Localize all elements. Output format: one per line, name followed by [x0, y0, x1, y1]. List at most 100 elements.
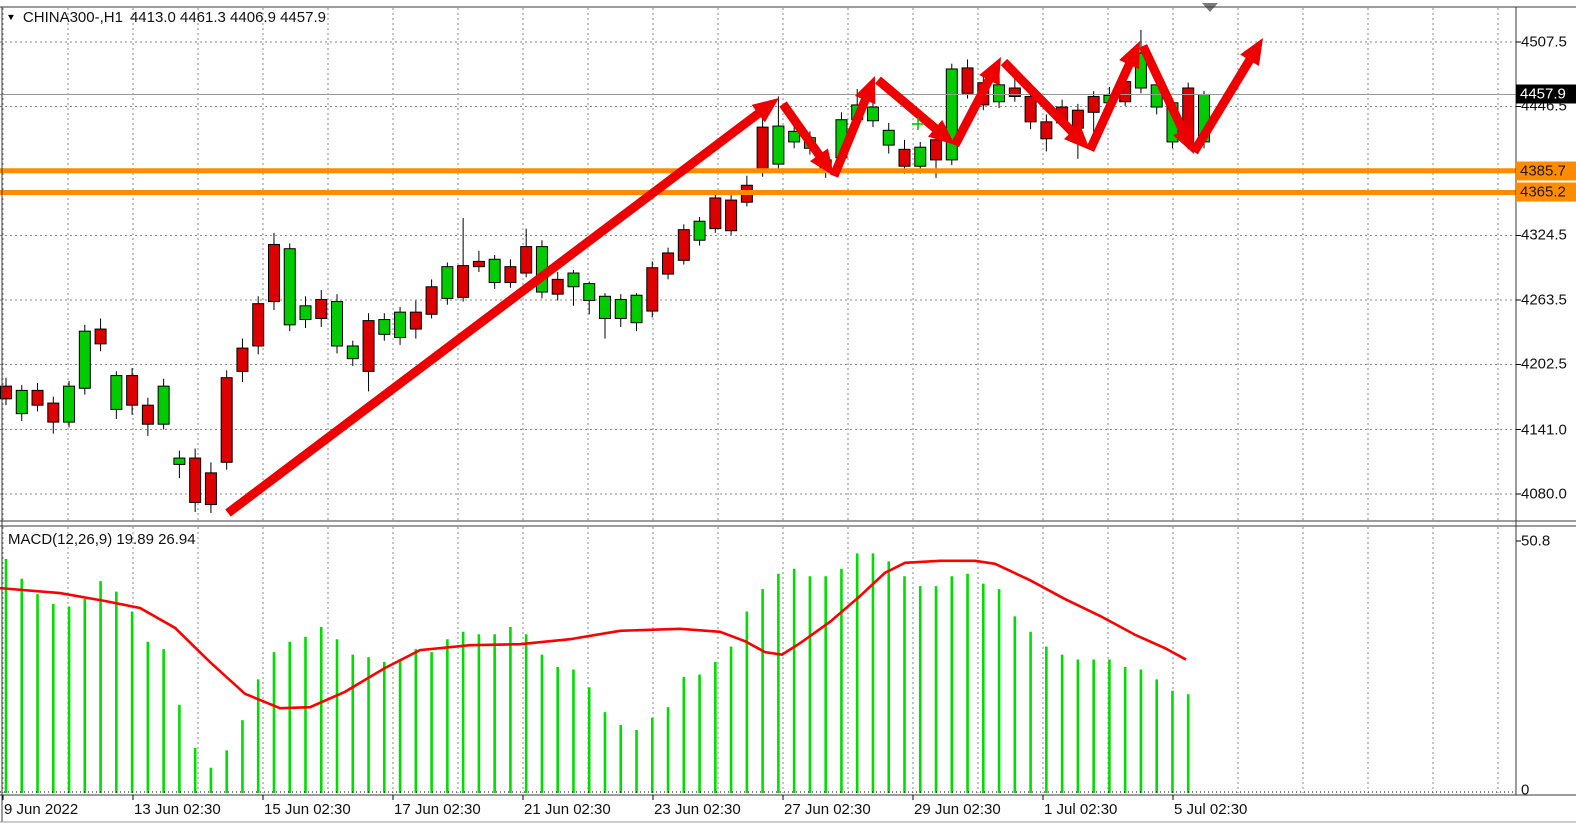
trend-arrow-shaft — [1085, 57, 1136, 152]
trend-arrow-head — [751, 98, 779, 123]
candle-bear — [236, 347, 249, 372]
candle-bull — [630, 294, 643, 324]
candle-bull — [283, 248, 296, 326]
candle-bear — [457, 265, 470, 298]
chart-title: ▼ CHINA300-,H1 4413.0 4461.3 4406.9 4457… — [6, 9, 326, 26]
candle-bull — [598, 295, 611, 319]
candle-bear — [646, 267, 659, 312]
trend-arrow-shaft — [951, 72, 996, 148]
trend-arrow-head — [1063, 123, 1090, 150]
candle-bear — [961, 67, 974, 94]
time-axis-label: 15 Jun 02:30 — [264, 801, 351, 818]
macd-axis-zero-label: 0 — [1521, 781, 1530, 799]
candle-bull — [78, 330, 91, 389]
candle-bull — [614, 298, 627, 319]
candle-bear — [472, 260, 485, 268]
trend-arrow-shaft — [829, 92, 872, 178]
candle-bear — [898, 148, 911, 167]
candle-bear — [504, 266, 517, 284]
candle-bear — [141, 404, 154, 425]
symbol-period-label: CHINA300-,H1 — [22, 9, 123, 26]
candle-bull — [15, 389, 28, 415]
trend-arrow-shaft — [875, 76, 943, 136]
time-axis-label: 27 Jun 02:30 — [784, 801, 871, 818]
candle-bear — [267, 243, 280, 303]
candle-bull — [441, 266, 454, 299]
trend-arrow-head — [809, 148, 834, 176]
price-axis-label: 4263.5 — [1521, 291, 1567, 309]
candle-bull — [394, 311, 407, 339]
candle-bear — [1071, 109, 1084, 129]
candle-bear — [362, 320, 375, 372]
candle-bull — [583, 283, 596, 302]
trend-arrow-head — [1240, 38, 1263, 66]
level-price-badge: 4365.2 — [1516, 182, 1576, 202]
time-axis-label: 23 Jun 02:30 — [654, 801, 741, 818]
price-axis-label: 4141.0 — [1521, 421, 1567, 438]
trend-arrow-shaft — [225, 106, 766, 517]
trend-arrow-head — [1119, 41, 1140, 70]
candle-bear — [1008, 87, 1021, 97]
candle-bear — [204, 472, 217, 506]
candle-bear — [756, 126, 769, 171]
candle-bull — [1134, 52, 1147, 89]
candle-bull — [866, 106, 879, 122]
symbol-collapse-icon[interactable]: ▼ — [6, 12, 16, 23]
time-axis-label: 9 Jun 2022 — [4, 801, 79, 818]
candle-bull — [331, 301, 344, 347]
candle-bull — [914, 146, 927, 167]
candle-bull — [567, 272, 580, 288]
candle-bull — [63, 385, 76, 423]
candle-bear — [252, 303, 265, 347]
time-axis-label: 5 Jul 02:30 — [1174, 801, 1248, 818]
macd-signal-line — [0, 559, 1187, 710]
candle-bull — [157, 385, 170, 425]
time-axis-label: 29 Jun 02:30 — [914, 801, 1001, 818]
candle-bull — [110, 375, 123, 410]
trend-arrow-head — [928, 119, 955, 145]
trend-arrow-shaft — [779, 101, 827, 163]
candle-bull — [993, 84, 1006, 103]
trend-arrow-shaft — [1000, 58, 1080, 139]
candle-bear — [520, 246, 533, 274]
candle-bear — [315, 298, 328, 319]
level-price-badge: 4385.7 — [1516, 161, 1576, 181]
price-axis-label: 4507.5 — [1521, 33, 1567, 51]
candle-bear — [551, 278, 564, 295]
trend-arrow-head — [979, 57, 1001, 86]
trend-arrow-head — [1172, 125, 1194, 154]
candle-bear — [189, 457, 202, 503]
time-axis-label: 13 Jun 02:30 — [134, 801, 221, 818]
candle-bear — [425, 286, 438, 315]
candle-bear — [409, 311, 422, 330]
price-axis-label: 4080.0 — [1521, 485, 1567, 503]
candle-bear — [930, 139, 943, 161]
candle-bull — [788, 130, 801, 143]
candle-bear — [1040, 121, 1053, 140]
candle-bull — [378, 319, 391, 335]
candle-bear — [709, 197, 722, 230]
candle-bear — [1024, 95, 1037, 123]
candle-bear — [126, 375, 139, 406]
candle-bear — [1087, 95, 1100, 113]
macd-axis-max-label: 50.8 — [1521, 532, 1551, 550]
candle-bear — [47, 402, 60, 423]
candle-bull — [882, 129, 895, 146]
candle-bear — [0, 385, 12, 400]
candle-bull — [488, 258, 501, 284]
candle-bear — [94, 328, 107, 345]
indicator-label: MACD(12,26,9) 19.89 26.94 — [8, 531, 196, 548]
ohlc-values: 4413.0 4461.3 4406.9 4457.9 — [129, 9, 326, 26]
candle-bull — [173, 457, 186, 465]
candle-bull — [945, 68, 958, 161]
price-axis-label: 4324.5 — [1521, 226, 1567, 244]
candle-bear — [31, 389, 44, 406]
candle-bear — [662, 252, 675, 275]
candle-bear — [677, 229, 690, 261]
time-axis-label: 1 Jul 02:30 — [1044, 801, 1118, 818]
trend-arrow-shaft — [1138, 44, 1190, 138]
current-price-badge: 4457.9 — [1516, 84, 1576, 104]
time-axis-label: 17 Jun 02:30 — [394, 801, 481, 818]
